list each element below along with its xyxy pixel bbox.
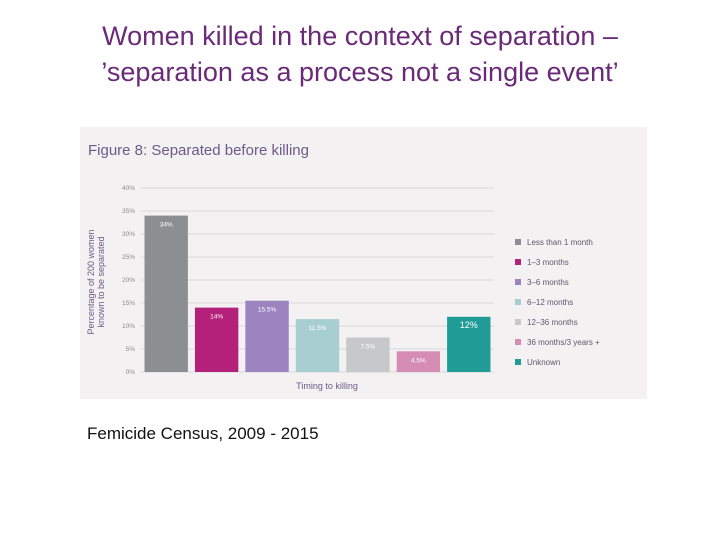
data-labels: 34% 14% 15.5% 11.5% 7.5% 4.5% 12% [160,222,478,365]
legend-swatch [515,259,521,265]
legend-label: 3–6 months [527,278,569,287]
legend-label: 36 months/3 years + [527,338,600,347]
y-axis-ticks: 0% 5% 10% 15% 20% 25% 30% 35% 40% [122,185,135,376]
y-tick-label: 5% [126,346,136,353]
bar [144,215,188,372]
bar-data-label: 15.5% [258,307,277,314]
chart-title: Figure 8: Separated before killing [88,142,309,159]
y-axis-label-line-1: Percentage of 200 women [86,229,96,334]
y-tick-label: 35% [122,208,135,215]
legend-swatch [515,299,521,305]
x-axis-label: Timing to killing [296,381,358,391]
legend-swatch [515,339,521,345]
legend-swatch [515,239,521,245]
legend-swatch [515,279,521,285]
bar [194,307,239,372]
y-tick-label: 0% [126,369,136,376]
y-tick-label: 30% [122,231,135,238]
bar-data-label: 12% [460,320,478,330]
bar [396,351,441,372]
bar-data-label: 11.5% [309,325,327,332]
figure-panel: Figure 8: Separated before killing 0% 5% 1… [80,127,647,399]
slide-title: Women killed in the context of separatio… [0,18,720,90]
slide-title-line-1: Women killed in the context of separatio… [102,21,618,51]
y-tick-label: 15% [122,300,135,307]
y-tick-label: 10% [122,323,135,330]
y-axis-label: Percentage of 200 women known to be sepa… [86,229,106,334]
bar-data-label: 4.5% [411,357,426,364]
bar [447,316,491,372]
legend-swatch [515,359,521,365]
legend: Less than 1 month 1–3 months 3–6 months 6–1… [515,238,600,367]
bar-chart: Figure 8: Separated before killing 0% 5% 1… [86,142,600,391]
bar-data-label: 34% [160,222,173,229]
legend-label: 6–12 months [527,298,573,307]
y-tick-label: 40% [122,185,135,192]
source-caption: Femicide Census, 2009 - 2015 [87,424,319,443]
y-axis-label-line-2: known to be separated [96,236,106,327]
legend-label: Less than 1 month [527,238,593,247]
bars [144,215,491,372]
bar [245,300,289,372]
y-tick-label: 20% [122,277,135,284]
bar [295,319,340,372]
y-tick-label: 25% [122,254,135,261]
legend-label: 12–36 months [527,318,578,327]
legend-swatch [515,319,521,325]
slide-title-line-2: ’separation as a process not a single ev… [101,57,619,87]
legend-label: Unknown [527,358,560,367]
legend-label: 1–3 months [527,258,569,267]
bar-data-label: 14% [210,314,223,321]
bar [346,337,390,372]
bar-data-label: 7.5% [361,344,376,351]
